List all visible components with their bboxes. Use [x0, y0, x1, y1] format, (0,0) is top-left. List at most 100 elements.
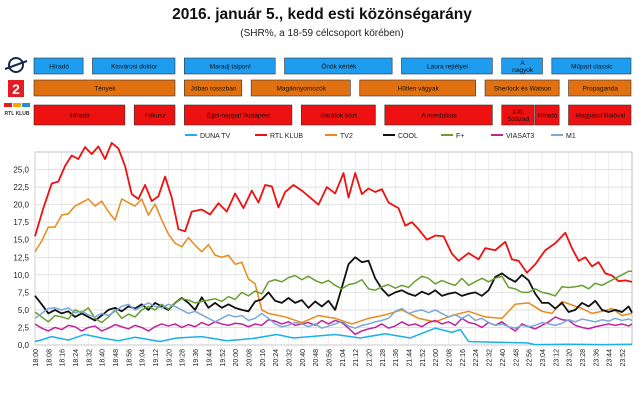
- program-row: Híradó Kisvárosi doktor Maradj talpon! Önök…: [33, 57, 632, 75]
- program-label: Híradó: [70, 113, 90, 120]
- chart-subtitle: (SHR%, a 18-59 célcsoport körében): [240, 28, 404, 39]
- program-block: [33, 104, 126, 126]
- x-tick-label: 19:04: [140, 349, 147, 367]
- legend-item: F+: [441, 133, 464, 140]
- program-block: [501, 57, 543, 75]
- program-block: [33, 79, 176, 97]
- x-tick-label: 18:48: [113, 349, 120, 367]
- program-block: [33, 57, 84, 75]
- program-label: Híradó: [538, 113, 558, 120]
- series-line: [34, 316, 633, 336]
- y-tick-label: 10,0: [13, 271, 29, 280]
- program-block: [568, 104, 632, 126]
- legend-item: RTL KLUB: [255, 133, 303, 140]
- legend-item: TV2: [325, 133, 353, 140]
- legend-item: VIASAT3: [491, 133, 534, 140]
- x-tick-label: 23:20: [567, 349, 574, 367]
- x-tick-label: 21:12: [353, 349, 360, 367]
- legend-label: COOL: [398, 133, 418, 140]
- program-block: [534, 104, 560, 126]
- x-tick-label: 19:20: [166, 349, 173, 367]
- program-block: [568, 79, 632, 97]
- y-tick-label: 15,0: [13, 236, 29, 245]
- program-block: [501, 104, 535, 126]
- y-tick-label: 25,0: [13, 166, 29, 175]
- x-tick-label: 22:48: [513, 349, 520, 367]
- x-tick-label: 23:44: [607, 349, 614, 367]
- x-tick-label: 19:36: [193, 349, 200, 367]
- legend-label: TV2: [340, 133, 353, 140]
- program-label: Magyarul Balóval: [575, 113, 625, 120]
- x-tick-label: 22:40: [500, 349, 507, 367]
- x-tick-label: 21:44: [407, 349, 414, 367]
- program-label: Laura rejtélyei: [427, 64, 468, 71]
- y-tick-label: 2,5: [18, 323, 30, 332]
- x-tick-label: 20:16: [260, 349, 267, 367]
- x-tick-label: 18:08: [46, 349, 53, 367]
- program-label: Propaganda: [583, 86, 619, 93]
- program-label: Barátok közt: [321, 113, 357, 120]
- x-tick-label: 20:48: [313, 349, 320, 367]
- program-label: Maradj talpon!: [210, 64, 251, 71]
- x-tick-label: 20:08: [246, 349, 253, 367]
- x-tick-label: 19:28: [180, 349, 187, 367]
- x-tick-label: 23:36: [593, 349, 600, 367]
- x-tick-label: 18:56: [126, 349, 133, 367]
- program-label: Fókusz: [145, 113, 166, 120]
- x-tick-label: 18:32: [86, 349, 93, 367]
- series-line: [34, 270, 632, 324]
- x-tick-label: 22:24: [473, 349, 480, 367]
- y-tick-label: 17,5: [13, 218, 29, 227]
- program-block: [284, 57, 393, 75]
- y-tick-label: 12,5: [13, 253, 29, 262]
- x-tick-label: 23:52: [620, 349, 627, 367]
- x-tick-label: 21:04: [340, 349, 347, 367]
- program-block: [401, 57, 493, 75]
- x-tick-label: 20:40: [300, 349, 307, 367]
- x-tick-label: 20:32: [286, 349, 293, 367]
- x-tick-label: 18:00: [33, 349, 40, 367]
- legend-label: F+: [456, 133, 464, 140]
- y-tick-label: 22,5: [13, 183, 29, 192]
- x-tick-label: 23:28: [580, 349, 587, 367]
- program-block: [184, 104, 293, 126]
- x-tick-label: 21:20: [367, 349, 374, 367]
- program-label: A mentalista: [421, 113, 457, 120]
- series-line: [34, 141, 633, 283]
- program-label: Jóban rosszban: [191, 86, 237, 93]
- series-line: [34, 256, 633, 322]
- program-block: [133, 104, 176, 126]
- x-tick-label: 19:12: [153, 349, 160, 367]
- program-label: Magánnyomozók: [277, 86, 327, 93]
- m1-logo-icon: [4, 57, 28, 73]
- x-tick-label: 21:36: [393, 349, 400, 367]
- x-tick-label: 22:56: [527, 349, 534, 367]
- program-block: [184, 79, 243, 97]
- x-tick-label: 18:24: [73, 349, 80, 367]
- program-label: Műpart classic: [571, 64, 613, 71]
- x-tick-label: 22:08: [447, 349, 454, 367]
- program-block: [484, 79, 560, 97]
- legend-label: RTL KLUB: [270, 133, 303, 140]
- x-tick-label: 18:16: [60, 349, 67, 367]
- program-block: [184, 57, 276, 75]
- y-tick-label: 5,0: [18, 306, 30, 315]
- tv2-logo-text: 2: [12, 81, 20, 97]
- legend-label: M1: [566, 133, 576, 140]
- x-tick-label: 22:16: [460, 349, 467, 367]
- series-line: [34, 198, 633, 325]
- legend-label: VIASAT3: [506, 133, 534, 140]
- legend-item: DUNA TV: [185, 133, 231, 140]
- program-label: Tények: [94, 86, 116, 93]
- x-tick-label: 19:52: [220, 349, 227, 367]
- program-row: Híradó Fókusz Éjjel-nappal Budapest Barátok…: [33, 104, 632, 126]
- program-label: Híradó: [49, 64, 69, 71]
- program-block: [92, 57, 176, 75]
- x-tick-label: 19:44: [206, 349, 213, 367]
- legend-item: COOL: [383, 133, 418, 140]
- program-block: [384, 104, 493, 126]
- program-label: XXI. Század: [508, 109, 530, 123]
- y-tick-label: 7,5: [18, 288, 30, 297]
- x-tick-label: 21:52: [420, 349, 427, 367]
